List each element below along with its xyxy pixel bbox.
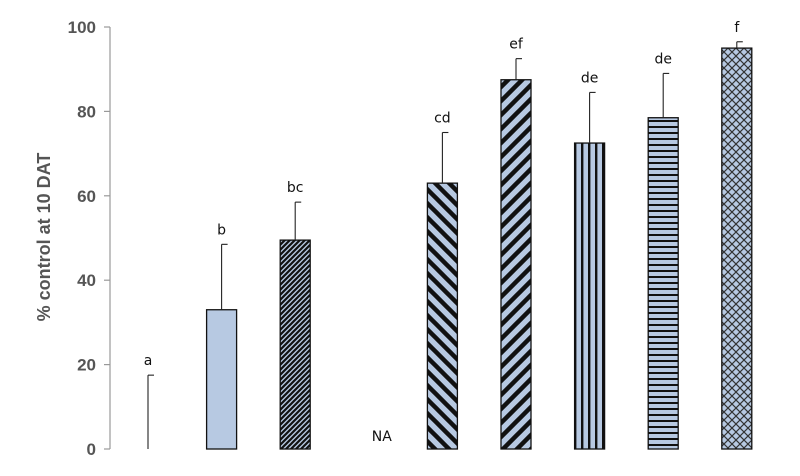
significance-label: b <box>217 222 226 238</box>
bar <box>205 309 238 450</box>
y-axis-ticks: 0 20 40 60 80 100 <box>68 18 110 459</box>
y-tick-label: 40 <box>77 271 96 290</box>
bar <box>500 79 532 450</box>
y-tick-label: 20 <box>77 356 96 375</box>
bar-group: cd <box>426 111 459 450</box>
bar-group: de <box>647 51 679 450</box>
bar-group: a <box>144 353 154 449</box>
significance-label: de <box>654 51 672 67</box>
bar <box>721 47 753 450</box>
significance-label: f <box>734 20 740 36</box>
y-tick-label: 100 <box>68 18 96 37</box>
bar-group: bc <box>279 180 311 450</box>
y-tick-label: 60 <box>77 187 96 206</box>
bar <box>647 117 679 450</box>
na-label: NA <box>372 429 392 445</box>
bar-group: de <box>573 70 606 450</box>
significance-label: de <box>581 70 599 86</box>
bar <box>426 182 459 450</box>
bar-group: b <box>205 222 238 450</box>
y-tick-label: 0 <box>87 440 96 459</box>
bar <box>573 142 606 450</box>
bars-group: a b bc NA cd ef de de f <box>144 20 753 450</box>
bar-group: NA <box>372 429 392 445</box>
significance-label: bc <box>287 180 304 196</box>
bar-group: f <box>721 20 753 450</box>
y-axis-title: % control at 10 DAT <box>34 153 54 322</box>
significance-label: cd <box>434 111 451 127</box>
significance-label: a <box>144 353 153 369</box>
bar <box>279 239 311 450</box>
significance-label: ef <box>509 37 524 53</box>
y-tick-label: 80 <box>77 102 96 121</box>
bar-group: ef <box>500 37 532 450</box>
